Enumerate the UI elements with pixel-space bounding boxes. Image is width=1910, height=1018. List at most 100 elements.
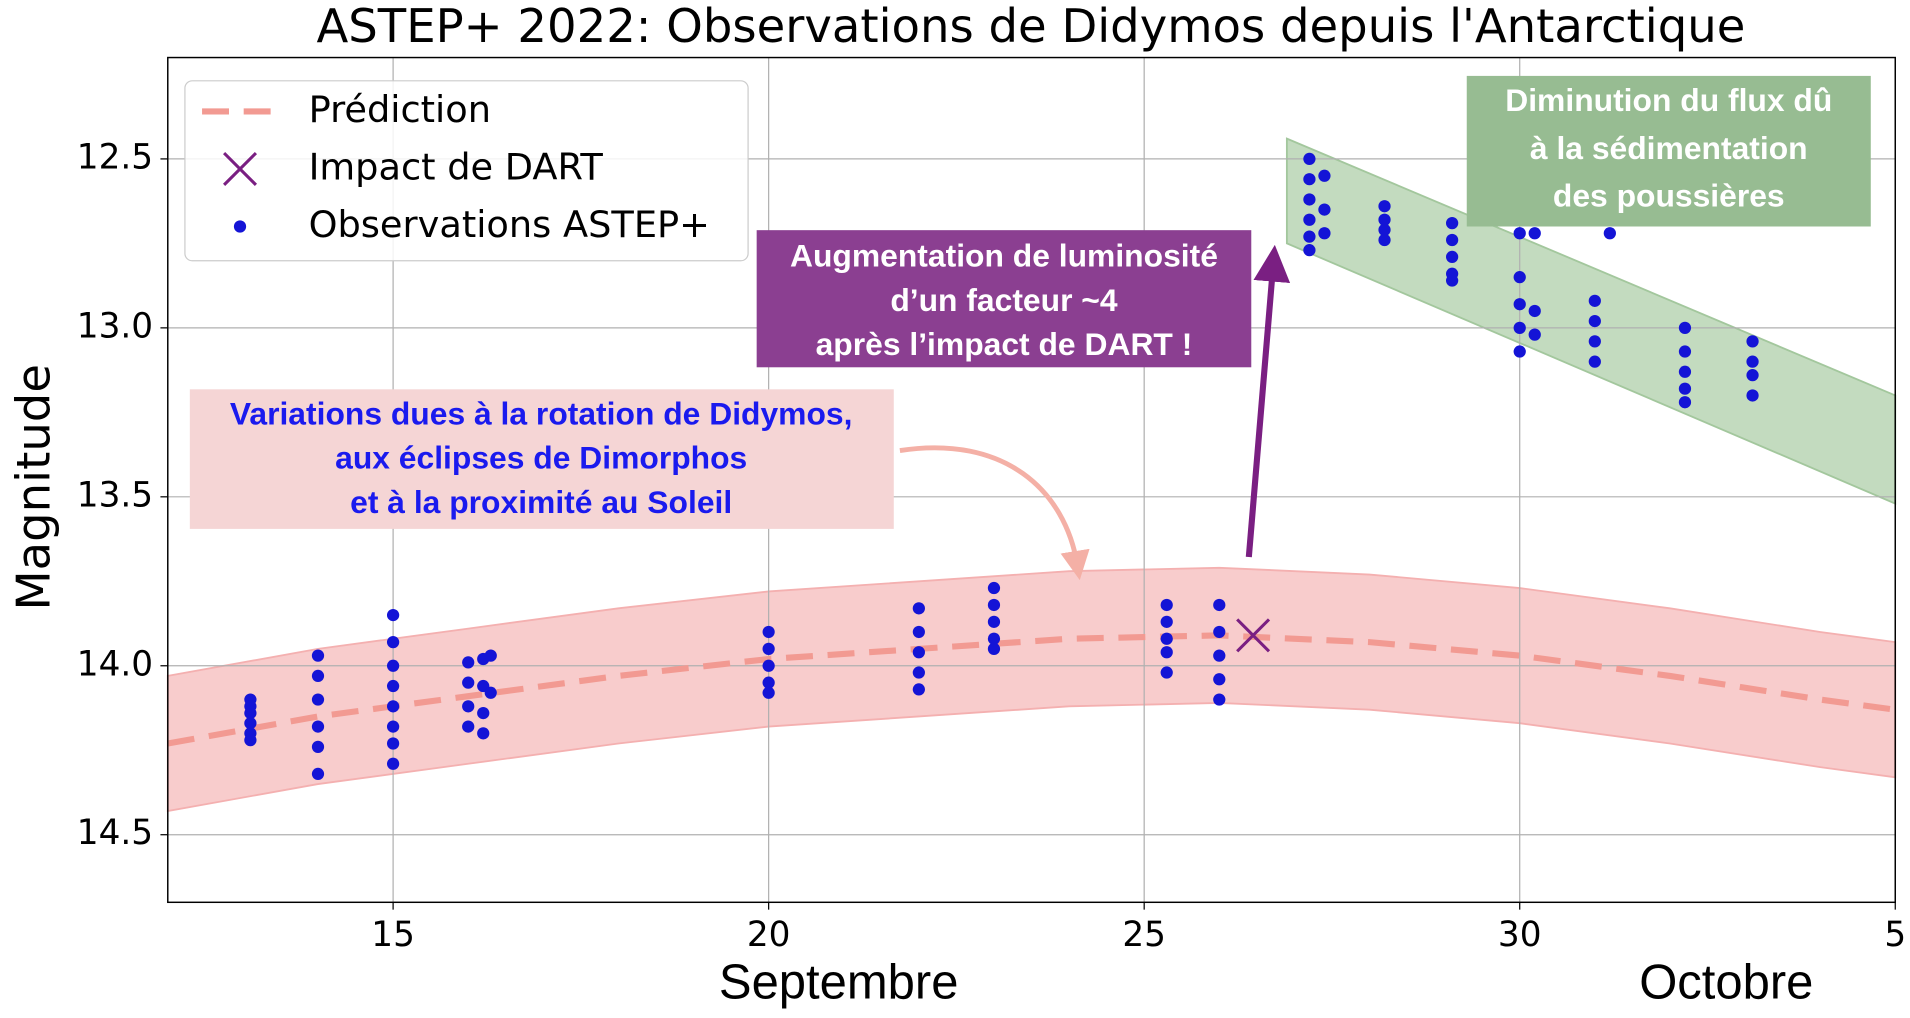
observation-point [1446,274,1459,287]
observation-point [462,656,475,669]
observation-point [1678,345,1692,358]
annotation-text: après l’impact de DART ! [816,326,1193,362]
observation-point [1213,693,1226,706]
observation-point [1213,673,1226,686]
observation-point [762,686,775,699]
arrow [1245,244,1291,558]
legend-label: Prédiction [309,88,491,131]
observation-point [1746,355,1759,368]
observation-point [1378,213,1391,226]
observation-point [987,642,1001,655]
x-tick-label: 20 [747,915,791,955]
observation-point [1528,304,1541,318]
observation-point [386,700,400,713]
y-tick-label: 14.0 [77,644,153,684]
annotation-text: et à la proximité au Soleil [350,484,732,520]
observation-point [1588,294,1601,307]
observation-point [1603,227,1616,240]
x-tick-label: 25 [1122,915,1166,955]
x-tick-label: 15 [371,915,415,955]
x-axis-label: Octobre [1639,955,1813,1009]
legend-swatch [233,220,247,233]
observation-point [987,632,1001,645]
observation-point [477,727,490,740]
observation-point [1303,213,1316,226]
observation-point [484,686,497,699]
observation-point [1528,328,1541,341]
observation-point [462,676,475,689]
annotation-text: des poussières [1553,178,1785,214]
y-tick-label: 13.5 [77,475,153,515]
observation-point [987,598,1001,612]
observation-point [1160,598,1173,612]
annotation-text: d’un facteur ~4 [890,282,1118,318]
observation-point [912,602,925,615]
observation-point [1446,216,1459,230]
observation-point [311,720,325,733]
observation-point [1378,233,1391,247]
observation-point [386,679,400,693]
observation-point [1513,271,1526,284]
observation-point [1303,152,1316,166]
observation-point [1446,233,1459,247]
observation-point [1213,625,1226,639]
observation-point [311,669,325,683]
annotation-text: aux éclipses de Dimorphos [335,440,747,476]
y-axis-label: Magnitude [6,364,60,610]
observation-point [311,767,325,781]
observation-point [987,581,1001,595]
observation-point [912,666,925,679]
observation-point [1303,230,1316,243]
observation-point [1678,396,1692,409]
annotation-text: Augmentation de luminosité [790,238,1218,274]
observation-point [987,615,1001,628]
observation-point [1213,598,1226,612]
observation-point [1513,345,1526,358]
observation-point [1378,223,1391,236]
observation-point [1160,646,1173,659]
observation-point [1303,244,1316,257]
annotation-text: Variations dues à la rotation de Didymos… [230,396,853,432]
band [166,566,1897,813]
observation-point [1528,227,1541,240]
legend-box [184,80,749,262]
observation-point [462,700,475,713]
observation-point [1746,335,1759,348]
observation-point [1318,227,1331,240]
observation-point [1318,203,1331,216]
x-tick-label: 5 [1884,915,1906,955]
observation-point [1678,382,1692,395]
observation-point [1160,666,1173,679]
observation-point [244,700,257,713]
observation-point [1588,335,1601,348]
observation-point [1678,365,1692,378]
legend-swatch [223,151,258,186]
plot-frame [167,56,1896,904]
observation-point [1446,250,1459,264]
annotation-text: Diminution du flux dû [1505,82,1832,118]
observation-point [386,659,400,672]
y-tick-label: 12.5 [77,137,153,177]
annotation-box [756,230,1252,368]
observation-point [386,737,400,750]
observation-point [1213,649,1226,662]
annotation-box [1466,75,1871,227]
annotation-text: à la sédimentation [1530,130,1808,166]
observation-point [1303,173,1316,186]
observation-point [1588,314,1601,328]
x-axis-label: Septembre [719,955,959,1009]
observation-point [1513,321,1526,334]
observation-point [462,720,475,733]
observation-point [477,706,490,720]
observation-point [311,649,325,662]
observation-point [311,740,325,753]
y-tick-label: 14.5 [77,813,153,853]
chart-title: ASTEP+ 2022: Observations de Didymos dep… [316,0,1745,53]
observation-point [244,733,257,747]
prediction-line [167,632,1896,747]
observation-point [244,717,257,730]
observation-point [1678,321,1692,334]
impact-marker [1236,618,1271,653]
annotation-box [189,389,894,529]
observation-point [386,720,400,733]
